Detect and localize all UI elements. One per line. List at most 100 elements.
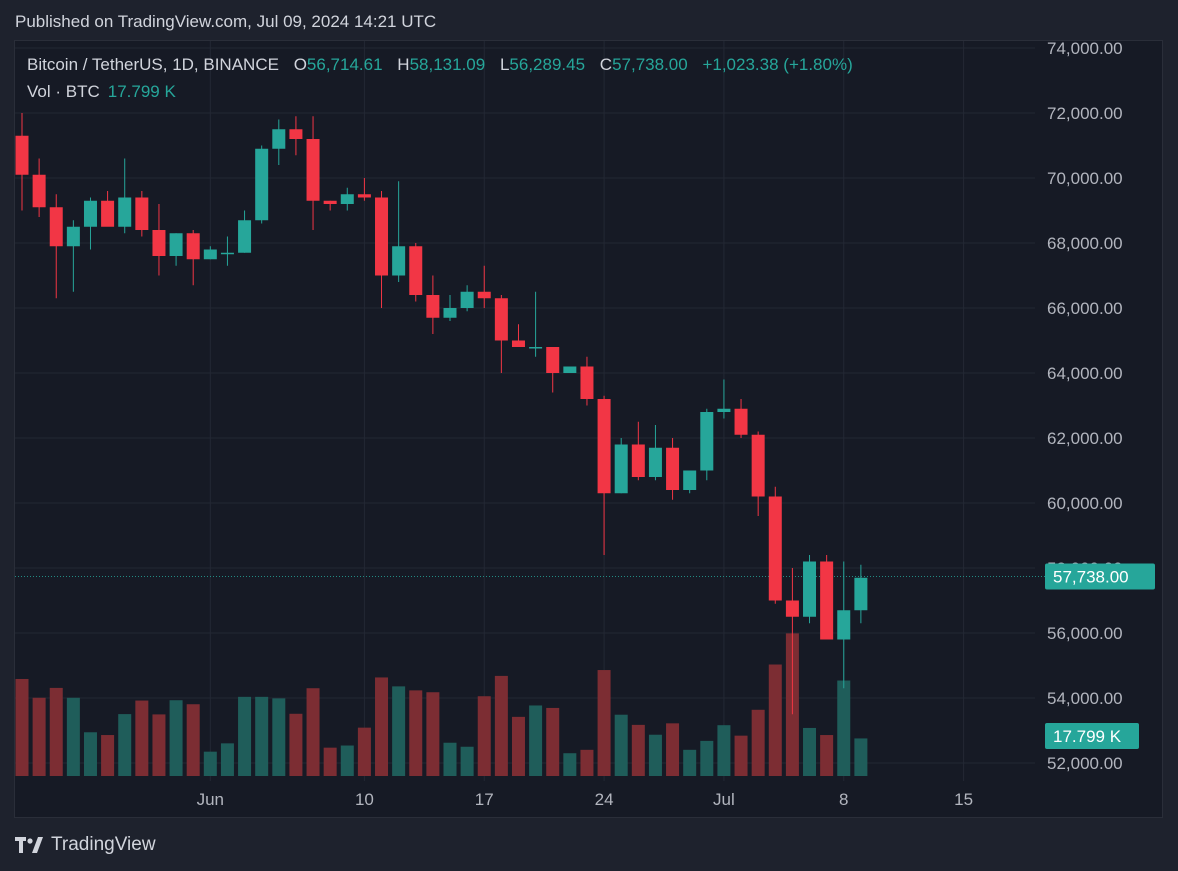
volume-bar <box>152 714 166 776</box>
candle-body <box>238 220 252 253</box>
grid <box>15 41 1045 781</box>
volume-bar <box>803 727 817 776</box>
high-value: 58,131.09 <box>409 55 486 74</box>
candle-body <box>66 226 80 247</box>
volume-bar <box>375 677 389 776</box>
candle-body <box>289 129 303 139</box>
volume-bar <box>700 740 714 776</box>
candle-body <box>751 434 765 497</box>
candle-body <box>272 129 286 149</box>
y-tick-label: 70,000.00 <box>1047 169 1123 188</box>
candle-body <box>734 408 748 435</box>
y-tick-label: 52,000.00 <box>1047 754 1123 773</box>
volume-bar <box>118 714 132 776</box>
x-tick-label: 8 <box>839 790 848 809</box>
candle-body <box>768 496 782 601</box>
candle-body <box>255 148 269 221</box>
candle-body <box>631 444 645 477</box>
candle-body <box>460 291 474 308</box>
candle-body <box>340 194 354 204</box>
volume-bar <box>768 664 782 776</box>
volume-bar <box>357 727 371 776</box>
volume-bar <box>631 724 645 776</box>
candle-body <box>614 444 628 494</box>
candle-body <box>15 135 29 175</box>
candlestick-chart[interactable]: 52,000.0054,000.0056,000.0058,000.0060,0… <box>15 41 1164 819</box>
candle-body <box>409 246 423 295</box>
symbol-label[interactable]: Bitcoin / TetherUS, 1D, BINANCE <box>27 55 279 74</box>
volume-bar <box>289 713 303 776</box>
x-tick-label: 10 <box>355 790 374 809</box>
volume-bar <box>272 698 286 776</box>
volume-bar <box>32 697 46 776</box>
candle-body <box>118 197 132 227</box>
volume-bar <box>580 749 594 776</box>
volume-bar <box>820 735 834 776</box>
chart-area[interactable]: 52,000.0054,000.0056,000.0058,000.0060,0… <box>14 40 1163 818</box>
y-tick-label: 56,000.00 <box>1047 624 1123 643</box>
volume-bar <box>169 700 183 776</box>
candle-body <box>135 197 149 230</box>
volume-label[interactable]: Vol · BTC <box>27 82 100 101</box>
candle-body <box>392 246 406 276</box>
volume-bar <box>734 735 748 776</box>
price-badge-text: 57,738.00 <box>1053 568 1129 587</box>
volume-bar <box>306 688 320 776</box>
volume-bar <box>494 675 508 776</box>
candle-body <box>375 197 389 276</box>
y-tick-label: 66,000.00 <box>1047 299 1123 318</box>
candle-body <box>546 347 560 373</box>
published-header: Published on TradingView.com, Jul 09, 20… <box>15 12 437 31</box>
candle-body <box>511 340 525 347</box>
volume-value: 17.799 K <box>107 82 176 101</box>
volume-bar <box>255 696 269 776</box>
candle-body <box>563 366 577 373</box>
tradingview-logo-icon <box>15 837 43 853</box>
footer-brand[interactable]: TradingView <box>15 834 156 856</box>
candle-body <box>169 233 183 256</box>
volume-bar <box>340 745 354 776</box>
x-tick-label: Jul <box>713 790 735 809</box>
volume-bar <box>648 734 662 776</box>
volume-bar <box>15 678 29 776</box>
y-tick-label: 62,000.00 <box>1047 429 1123 448</box>
candle-body <box>494 298 508 341</box>
price-badges: 57,738.00 17.799 K <box>1045 563 1155 749</box>
volume-bar <box>511 716 525 776</box>
candle-body <box>648 447 662 477</box>
x-tick-label: 24 <box>595 790 614 809</box>
candle-body <box>426 295 440 318</box>
candle-body <box>443 308 457 318</box>
volume-bar <box>66 697 80 776</box>
volume-bar <box>83 732 97 776</box>
volume-bar <box>49 687 63 776</box>
change-value: +1,023.38 (+1.80%) <box>702 55 853 74</box>
volume-bar <box>614 714 628 776</box>
open-label: O <box>293 55 307 74</box>
candle-body <box>820 561 834 640</box>
axis-labels: 52,000.0054,000.0056,000.0058,000.0060,0… <box>197 41 1123 809</box>
volume-bar <box>597 670 611 776</box>
volume-bar <box>392 686 406 776</box>
footer-brand-label: TradingView <box>51 834 156 855</box>
candle-body <box>580 366 594 399</box>
volume-bar <box>460 746 474 776</box>
high-label: H <box>397 55 410 74</box>
close-value: 57,738.00 <box>612 55 688 74</box>
price-badge <box>1045 563 1155 590</box>
volume-bar <box>751 709 765 776</box>
volume-bar <box>323 747 337 776</box>
x-tick-label: 15 <box>954 790 973 809</box>
volume-bar <box>837 680 851 776</box>
volume-bar <box>135 700 149 776</box>
candle-body <box>186 233 200 260</box>
volume-bar <box>238 696 252 776</box>
volume-bar <box>220 743 234 776</box>
candle-body <box>666 447 680 490</box>
candle-body <box>152 230 166 256</box>
close-label: C <box>599 55 613 74</box>
y-tick-label: 64,000.00 <box>1047 364 1123 383</box>
ohlc-legend: Bitcoin / TetherUS, 1D, BINANCE O56,714.… <box>27 55 853 75</box>
x-tick-label: Jun <box>197 790 224 809</box>
y-tick-label: 54,000.00 <box>1047 689 1123 708</box>
